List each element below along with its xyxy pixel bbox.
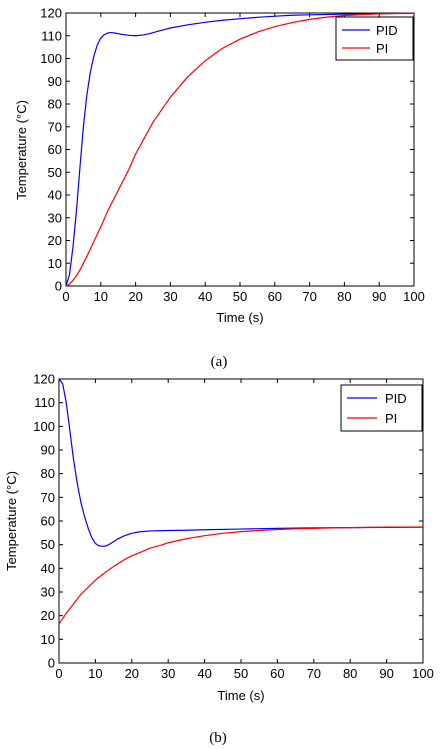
y-tick-label: 10 [48,256,62,271]
x-ticks-b: 0 10 20 30 40 50 60 70 80 90 100 [55,379,434,681]
x-tick-label: 50 [233,289,247,304]
lines-b [58,378,424,625]
y-tick-label: 100 [40,51,62,66]
legend-box-b [340,384,423,432]
y-tick-label: 110 [41,28,62,43]
y-tick-label: 70 [48,119,62,134]
y-axis-label-b: Temperature (°C) [4,471,19,571]
x-tick-label: 40 [197,666,211,681]
x-tick-label: 60 [268,289,282,304]
x-tick-label: 60 [270,666,284,681]
legend-label-pid-b: PID [385,391,407,406]
x-axis-label-a: Time (s) [216,310,263,325]
x-tick-label: 80 [343,666,357,681]
y-tick-label: 120 [33,372,55,387]
y-tick-label: 0 [48,656,55,671]
chart-a: 0 10 20 30 40 50 60 70 80 90 100 0 10 20 30 40 50 60 70 80… [14,6,425,371]
caption-a: (a) [211,354,228,370]
x-tick-label: 70 [307,666,321,681]
x-tick-label: 30 [161,666,175,681]
y-ticks-a: 0 10 20 30 40 50 60 70 80 90 100 110 120 [40,6,414,294]
legend-label-pi-a: PI [376,41,388,56]
y-tick-label: 90 [48,74,62,89]
y-tick-label: 60 [41,514,55,529]
legend-box-a [335,16,414,61]
x-axis-label-b: Time (s) [217,688,264,703]
x-tick-label: 90 [372,289,386,304]
x-tick-label: 0 [62,289,69,304]
y-tick-label: 0 [55,279,62,294]
series-line-pi-b [58,526,424,625]
y-tick-label: 40 [48,188,62,203]
series-line-pid-b [58,378,424,547]
y-tick-label: 80 [41,466,55,481]
x-tick-label: 0 [55,666,62,681]
y-tick-label: 20 [41,608,55,623]
y-tick-label: 40 [41,561,55,576]
x-tick-label: 100 [403,289,425,304]
x-ticks-a: 0 10 20 30 40 50 60 70 80 90 100 [62,13,425,304]
x-tick-label: 50 [234,666,248,681]
x-tick-label: 20 [125,666,139,681]
caption-b: (b) [209,730,227,746]
x-tick-label: 10 [94,289,108,304]
y-tick-label: 50 [48,165,62,180]
y-tick-label: 80 [48,97,62,112]
y-tick-label: 100 [33,419,55,434]
chart-b: 0 10 20 30 40 50 60 70 80 90 100 0 10 20 30 40 50 60 70 80… [4,372,434,747]
legend-b: PID PI [340,384,423,432]
x-tick-label: 20 [128,289,142,304]
series-line-pi-a [65,12,415,287]
y-tick-label: 120 [40,6,62,21]
legend-label-pi-b: PI [385,411,397,426]
x-tick-label: 80 [337,289,351,304]
y-tick-label: 10 [41,632,55,647]
x-tick-label: 90 [379,666,393,681]
y-tick-label: 30 [48,210,62,225]
y-tick-label: 70 [41,490,55,505]
y-tick-label: 60 [48,142,62,157]
legend-label-pid-a: PID [376,23,398,38]
lines-a [65,12,415,287]
x-tick-label: 70 [302,289,316,304]
y-tick-label: 110 [34,395,55,410]
series-line-pid-a [65,12,415,287]
y-tick-label: 20 [48,233,62,248]
x-tick-label: 100 [412,666,434,681]
y-axis-label-a: Temperature (°C) [14,100,29,200]
x-tick-label: 40 [198,289,212,304]
x-tick-label: 10 [88,666,102,681]
y-tick-label: 50 [41,537,55,552]
legend-a: PID PI [335,16,414,61]
x-tick-label: 30 [163,289,177,304]
y-tick-label: 90 [41,443,55,458]
y-tick-label: 30 [41,585,55,600]
